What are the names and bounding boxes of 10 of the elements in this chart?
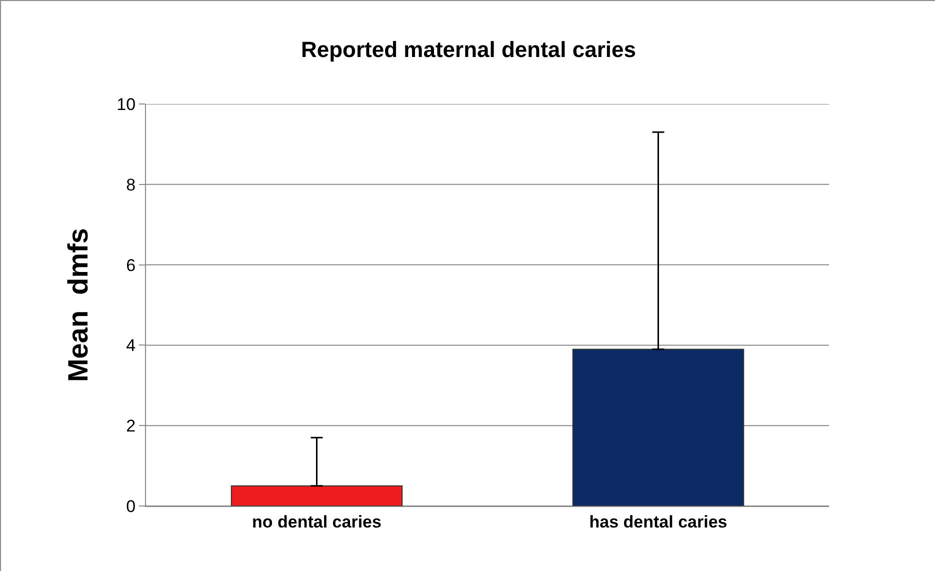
y-tick-label: 10 <box>116 94 136 114</box>
y-tick-label: 8 <box>126 175 136 194</box>
y-axis-title: Mean dmfs <box>62 228 94 382</box>
y-tick-label: 4 <box>126 336 136 356</box>
y-tick-label: 6 <box>126 256 136 275</box>
y-tick-label: 0 <box>126 496 136 516</box>
chart-title: Reported maternal dental caries <box>300 37 636 62</box>
x-tick-label: no dental caries <box>252 512 382 532</box>
y-tick-label: 2 <box>126 416 136 436</box>
x-tick-label: has dental caries <box>589 512 728 532</box>
